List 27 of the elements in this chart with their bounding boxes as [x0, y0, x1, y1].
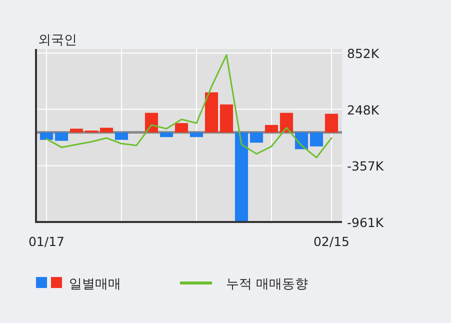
bar [220, 104, 234, 132]
bar [70, 128, 84, 132]
bar [250, 132, 264, 143]
bar [204, 92, 218, 132]
bar [144, 112, 158, 132]
bar [100, 128, 114, 132]
bar [280, 112, 294, 132]
bar [190, 132, 204, 138]
legend-label: 일별매매 [69, 277, 121, 292]
legend-label: 누적 매매동향 [226, 277, 308, 292]
bar [40, 132, 54, 140]
bar [174, 123, 188, 132]
x-tick-label: 01/17 [28, 234, 65, 249]
y-tick-label: 852K [347, 46, 380, 61]
bar [160, 132, 174, 138]
bar [54, 132, 68, 141]
line-series [46, 54, 332, 158]
bar [234, 132, 248, 222]
bar [310, 132, 324, 146]
y-tick-label: -357K [347, 158, 384, 174]
chart-title: 외국인 [38, 33, 77, 48]
bar [264, 124, 278, 132]
y-tick-label: 248K [347, 102, 380, 118]
x-tick-label: 02/15 [313, 234, 350, 249]
y-tick-label: -961K [347, 215, 384, 230]
bar [324, 114, 338, 132]
bar [114, 132, 128, 140]
